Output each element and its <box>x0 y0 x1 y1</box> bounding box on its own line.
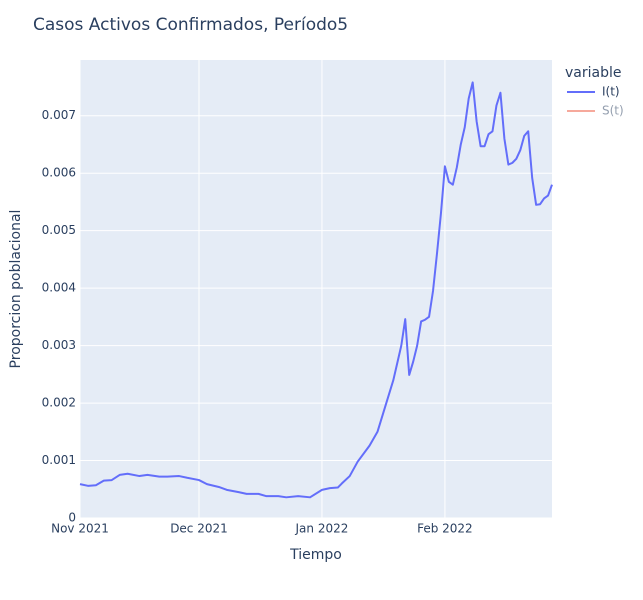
x-tick-label: Feb 2022 <box>417 522 473 536</box>
x-axis-title: Tiempo <box>289 547 342 563</box>
x-tick-label: Nov 2021 <box>51 522 109 536</box>
y-tick-label: 0.001 <box>42 453 76 467</box>
y-tick-label: 0.003 <box>42 338 76 352</box>
plot-area <box>80 60 552 518</box>
legend-label[interactable]: S(t) <box>602 104 624 118</box>
legend-label[interactable]: I(t) <box>602 85 620 99</box>
chart-title: Casos Activos Confirmados, Período5 <box>33 15 348 35</box>
legend-title: variable <box>565 65 621 81</box>
y-tick-label: 0.006 <box>42 166 76 180</box>
y-tick-label: 0.004 <box>42 281 76 295</box>
x-tick-label: Dec 2021 <box>170 522 228 536</box>
y-tick-label: 0.007 <box>42 108 76 122</box>
y-tick-label: 0.005 <box>42 223 76 237</box>
x-tick-label: Jan 2022 <box>295 522 349 536</box>
y-tick-label: 0 <box>68 511 76 525</box>
y-tick-label: 0.002 <box>42 396 76 410</box>
data-line <box>79 81 553 499</box>
y-axis-title: Proporcion poblacional <box>8 210 24 369</box>
